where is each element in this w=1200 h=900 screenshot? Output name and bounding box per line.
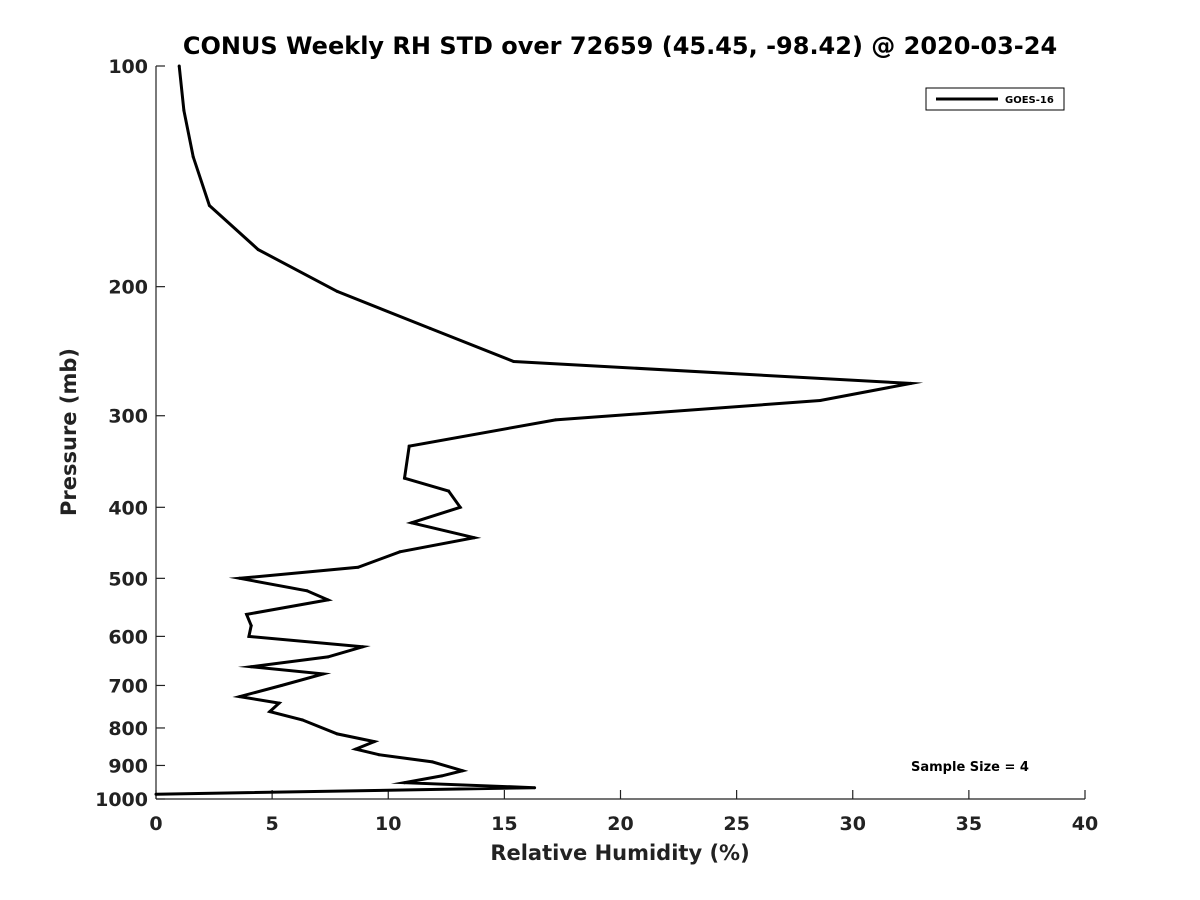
data-point	[335, 289, 339, 293]
x-tick-label: 15	[491, 813, 517, 835]
data-point	[356, 565, 360, 569]
data-point	[512, 360, 516, 363]
data-point	[407, 444, 411, 448]
data-point	[554, 418, 557, 422]
data-point	[403, 476, 406, 480]
data-point	[335, 732, 339, 736]
data-point	[361, 645, 365, 649]
legend-label-goes-16: GOES-16	[1005, 95, 1054, 106]
data-point	[207, 204, 211, 207]
series-line-goes-16	[155, 65, 924, 796]
data-point	[472, 536, 476, 540]
data-point	[430, 760, 434, 764]
data-point	[440, 774, 444, 778]
data-point	[256, 248, 260, 252]
x-tick-label: 40	[1072, 813, 1098, 835]
data-point	[268, 710, 272, 714]
data-point	[238, 576, 242, 580]
x-tick-label: 35	[956, 813, 982, 835]
x-tick-label: 10	[375, 813, 401, 835]
y-tick-label: 800	[108, 718, 148, 740]
data-point	[238, 695, 242, 699]
data-point	[154, 792, 158, 796]
data-point	[326, 655, 330, 659]
x-tick-label: 0	[149, 813, 162, 835]
data-point	[300, 718, 304, 722]
y-ticks: 100 200 300 400 500 600 700 800 900 1000	[95, 56, 165, 811]
data-point	[177, 64, 181, 68]
data-point	[909, 381, 913, 385]
data-point	[247, 634, 251, 638]
y-axis-label: Pressure (mb)	[57, 348, 81, 516]
x-tick-label: 5	[266, 813, 279, 835]
y-tick-label: 900	[108, 755, 148, 777]
data-point	[305, 589, 309, 593]
data-point	[321, 672, 325, 676]
data-point	[326, 598, 330, 602]
data-point	[277, 701, 281, 705]
data-point	[372, 740, 376, 744]
y-tick-label: 1000	[95, 789, 148, 811]
data-point	[249, 624, 253, 628]
x-tick-label: 25	[723, 813, 749, 835]
y-tick-label: 600	[108, 626, 148, 648]
y-tick-label: 400	[108, 497, 148, 519]
data-point	[279, 684, 283, 687]
data-point	[377, 753, 381, 757]
chart-title: CONUS Weekly RH STD over 72659 (45.45, -…	[183, 32, 1057, 60]
y-tick-label: 500	[108, 568, 148, 590]
data-point	[818, 399, 822, 402]
data-point	[447, 489, 451, 493]
y-tick-label: 200	[108, 277, 148, 299]
data-point	[458, 505, 462, 509]
x-tick-label: 30	[840, 813, 866, 835]
data-point	[533, 786, 537, 790]
data-point	[191, 155, 195, 159]
data-point	[410, 521, 413, 525]
y-tick-label: 700	[108, 675, 148, 697]
legend: GOES-16	[925, 87, 1065, 111]
plot-area	[154, 64, 924, 796]
data-point	[398, 550, 402, 554]
x-tick-label: 20	[607, 813, 633, 835]
y-tick-label: 100	[108, 56, 148, 78]
data-point	[428, 326, 432, 330]
data-point	[182, 109, 186, 112]
x-ticks: 0 5 10 15 20 25 30 35 40	[149, 790, 1098, 835]
y-tick-label: 300	[108, 406, 148, 428]
data-point	[403, 781, 406, 785]
data-point	[245, 612, 249, 616]
sample-size-annotation: Sample Size = 4	[911, 760, 1029, 775]
x-axis-label: Relative Humidity (%)	[490, 841, 749, 865]
data-point	[249, 665, 253, 669]
data-point	[354, 747, 358, 751]
data-point	[461, 769, 465, 773]
